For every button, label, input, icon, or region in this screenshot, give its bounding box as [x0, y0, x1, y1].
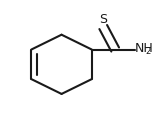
Text: S: S: [99, 13, 107, 26]
Text: NH: NH: [135, 42, 154, 55]
Text: 2: 2: [145, 47, 150, 56]
